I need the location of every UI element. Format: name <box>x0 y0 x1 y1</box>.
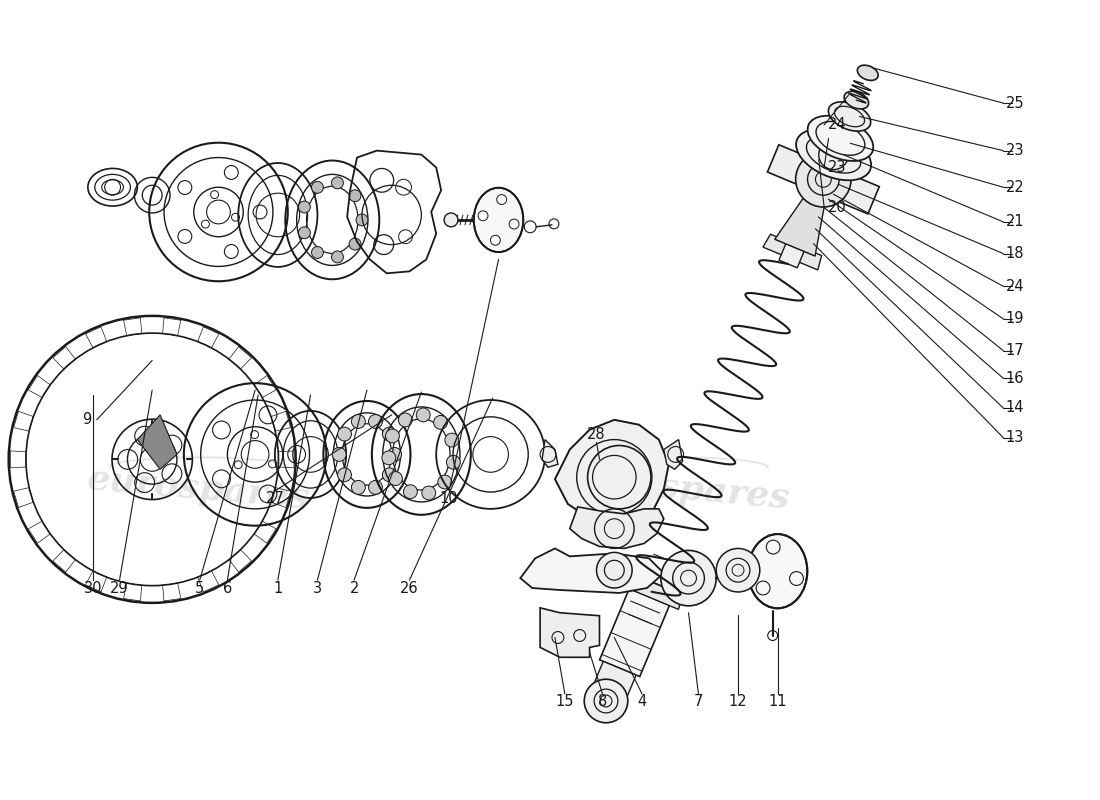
Text: 4: 4 <box>637 694 647 710</box>
Circle shape <box>388 472 403 486</box>
Text: 29: 29 <box>110 581 129 595</box>
Polygon shape <box>540 608 600 658</box>
Text: 23: 23 <box>1005 143 1024 158</box>
Polygon shape <box>600 583 672 677</box>
Circle shape <box>368 481 383 494</box>
Text: 20: 20 <box>827 199 846 214</box>
Circle shape <box>716 549 760 592</box>
Ellipse shape <box>844 91 869 109</box>
Polygon shape <box>774 185 827 256</box>
Circle shape <box>311 182 323 194</box>
Circle shape <box>382 451 396 465</box>
Text: 18: 18 <box>1005 246 1024 261</box>
Text: 30: 30 <box>84 581 102 595</box>
Text: 9: 9 <box>82 412 91 427</box>
Text: 17: 17 <box>1005 343 1024 358</box>
Polygon shape <box>594 662 636 697</box>
Circle shape <box>584 679 628 722</box>
Ellipse shape <box>807 116 873 161</box>
Circle shape <box>338 427 351 441</box>
Ellipse shape <box>748 534 807 608</box>
Text: 22: 22 <box>1005 180 1024 194</box>
Polygon shape <box>138 415 177 470</box>
Text: 25: 25 <box>1005 96 1024 110</box>
Circle shape <box>795 152 851 207</box>
Circle shape <box>331 177 343 189</box>
Text: 10: 10 <box>440 491 459 506</box>
Circle shape <box>444 433 459 447</box>
Text: 24: 24 <box>1005 278 1024 294</box>
Circle shape <box>351 481 365 494</box>
Ellipse shape <box>857 65 878 81</box>
Circle shape <box>351 414 365 429</box>
Text: 14: 14 <box>1005 401 1024 415</box>
Text: 3: 3 <box>312 581 322 595</box>
Text: 28: 28 <box>587 427 606 442</box>
Circle shape <box>383 427 396 441</box>
Circle shape <box>398 413 412 427</box>
Text: 19: 19 <box>1005 311 1024 326</box>
Polygon shape <box>554 420 669 529</box>
Circle shape <box>311 246 323 258</box>
Circle shape <box>356 214 367 226</box>
Text: 6: 6 <box>223 581 232 595</box>
Text: 24: 24 <box>827 118 846 132</box>
Text: 8: 8 <box>597 694 607 710</box>
Circle shape <box>447 455 460 470</box>
Circle shape <box>433 415 448 430</box>
Circle shape <box>596 552 632 588</box>
Polygon shape <box>520 549 663 593</box>
Text: eurospares: eurospares <box>86 462 311 516</box>
Ellipse shape <box>828 102 871 131</box>
Circle shape <box>332 447 346 462</box>
Text: 12: 12 <box>728 694 747 710</box>
Text: 23: 23 <box>827 160 846 175</box>
Circle shape <box>338 468 351 482</box>
Polygon shape <box>620 572 682 610</box>
Polygon shape <box>542 439 558 467</box>
Circle shape <box>298 227 310 238</box>
Text: 13: 13 <box>1005 430 1024 445</box>
Text: 27: 27 <box>265 491 284 506</box>
Circle shape <box>368 414 383 429</box>
Circle shape <box>421 486 436 500</box>
Text: 16: 16 <box>1005 370 1024 386</box>
Circle shape <box>349 238 361 250</box>
Text: 26: 26 <box>400 581 419 595</box>
Text: 21: 21 <box>1005 214 1024 230</box>
Text: 7: 7 <box>694 694 703 710</box>
Polygon shape <box>779 189 827 268</box>
Circle shape <box>444 213 458 227</box>
Ellipse shape <box>796 129 871 180</box>
Polygon shape <box>570 507 663 549</box>
Circle shape <box>383 468 396 482</box>
Text: 15: 15 <box>556 694 574 710</box>
Circle shape <box>387 447 402 462</box>
Text: 5: 5 <box>195 581 205 595</box>
Polygon shape <box>763 234 822 270</box>
Circle shape <box>404 485 417 498</box>
Circle shape <box>349 190 361 202</box>
Polygon shape <box>663 439 683 470</box>
Text: 1: 1 <box>273 581 283 595</box>
Text: 2: 2 <box>350 581 359 595</box>
Circle shape <box>416 408 430 422</box>
Circle shape <box>661 550 716 606</box>
Polygon shape <box>768 145 879 214</box>
Text: 11: 11 <box>769 694 786 710</box>
Circle shape <box>331 251 343 263</box>
Text: eurospares: eurospares <box>565 462 792 516</box>
Circle shape <box>385 429 399 443</box>
Circle shape <box>438 475 452 489</box>
Circle shape <box>298 201 310 213</box>
Ellipse shape <box>474 188 524 252</box>
